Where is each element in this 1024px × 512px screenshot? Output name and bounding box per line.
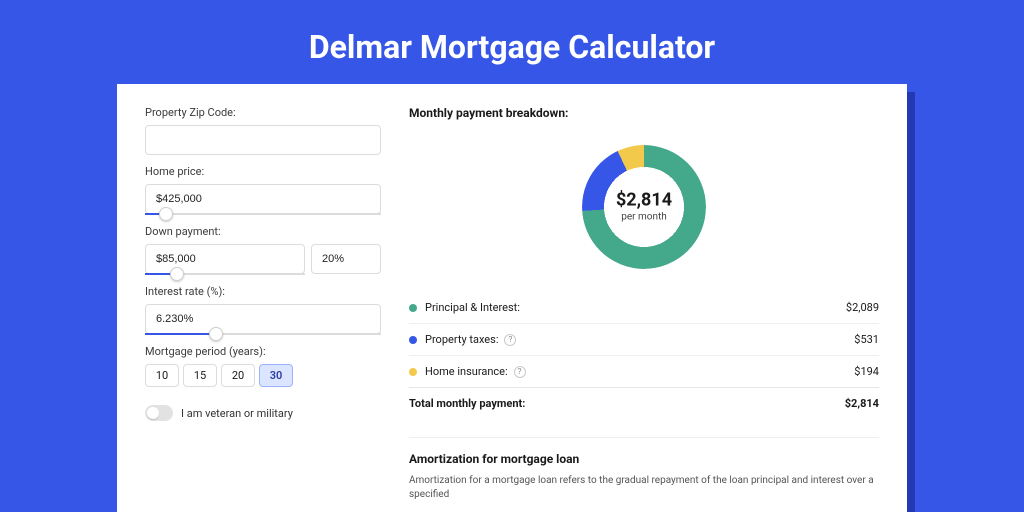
donut-chart: $2,814 per month <box>409 132 879 282</box>
legend-dot <box>409 304 417 312</box>
legend-label: Principal & Interest: <box>425 301 520 314</box>
calculator-card: Property Zip Code: Home price: Down paym… <box>117 84 907 512</box>
home-price-label: Home price: <box>145 165 381 178</box>
breakdown-total-row: Total monthly payment: $2,814 <box>409 387 879 419</box>
zip-label: Property Zip Code: <box>145 106 381 119</box>
home-price-input[interactable] <box>145 184 381 214</box>
interest-rate-input[interactable] <box>145 304 381 334</box>
info-icon[interactable]: ? <box>514 366 526 378</box>
down-payment-amount-input[interactable] <box>145 244 305 274</box>
mortgage-period-label: Mortgage period (years): <box>145 345 381 358</box>
home-price-slider-thumb[interactable] <box>159 207 173 221</box>
breakdown-total-label: Total monthly payment: <box>409 397 525 410</box>
legend-row: Property taxes:? $531 <box>409 323 879 355</box>
mortgage-period-options: 10152030 <box>145 364 381 387</box>
legend-label: Property taxes: <box>425 333 498 346</box>
zip-input[interactable] <box>145 125 381 155</box>
home-price-slider[interactable] <box>145 213 381 215</box>
legend-label: Home insurance: <box>425 365 508 378</box>
veteran-toggle[interactable] <box>145 405 173 421</box>
interest-rate-label: Interest rate (%): <box>145 285 381 298</box>
interest-rate-slider[interactable] <box>145 333 381 335</box>
legend-dot <box>409 336 417 344</box>
legend-dot <box>409 368 417 376</box>
mortgage-period-option-30[interactable]: 30 <box>259 364 293 387</box>
breakdown-title: Monthly payment breakdown: <box>409 106 879 120</box>
legend-row: Principal & Interest: $2,089 <box>409 292 879 323</box>
legend-value: $194 <box>854 365 879 378</box>
legend-value: $531 <box>854 333 879 346</box>
legend-row: Home insurance:? $194 <box>409 355 879 387</box>
legend-value: $2,089 <box>846 301 879 314</box>
inputs-column: Property Zip Code: Home price: Down paym… <box>145 106 381 502</box>
donut-center-amount: $2,814 <box>616 192 672 210</box>
mortgage-period-option-15[interactable]: 15 <box>183 364 217 387</box>
mortgage-period-option-10[interactable]: 10 <box>145 364 179 387</box>
veteran-toggle-knob <box>147 407 159 419</box>
donut-center-sub: per month <box>616 212 672 223</box>
down-payment-percent-input[interactable] <box>311 244 381 274</box>
breakdown-total-value: $2,814 <box>845 397 879 410</box>
breakdown-column: Monthly payment breakdown: $2,814 per mo… <box>409 106 879 502</box>
page-title: Delmar Mortgage Calculator <box>0 0 1024 84</box>
veteran-toggle-label: I am veteran or military <box>181 407 293 420</box>
breakdown-legend: Principal & Interest: $2,089 Property taxe… <box>409 292 879 387</box>
amortization-title: Amortization for mortgage loan <box>409 437 879 466</box>
interest-rate-slider-thumb[interactable] <box>209 327 223 341</box>
amortization-body: Amortization for a mortgage loan refers … <box>409 474 879 502</box>
mortgage-period-option-20[interactable]: 20 <box>221 364 255 387</box>
down-payment-slider-thumb[interactable] <box>170 267 184 281</box>
down-payment-slider[interactable] <box>145 273 305 275</box>
info-icon[interactable]: ? <box>504 334 516 346</box>
down-payment-label: Down payment: <box>145 225 381 238</box>
